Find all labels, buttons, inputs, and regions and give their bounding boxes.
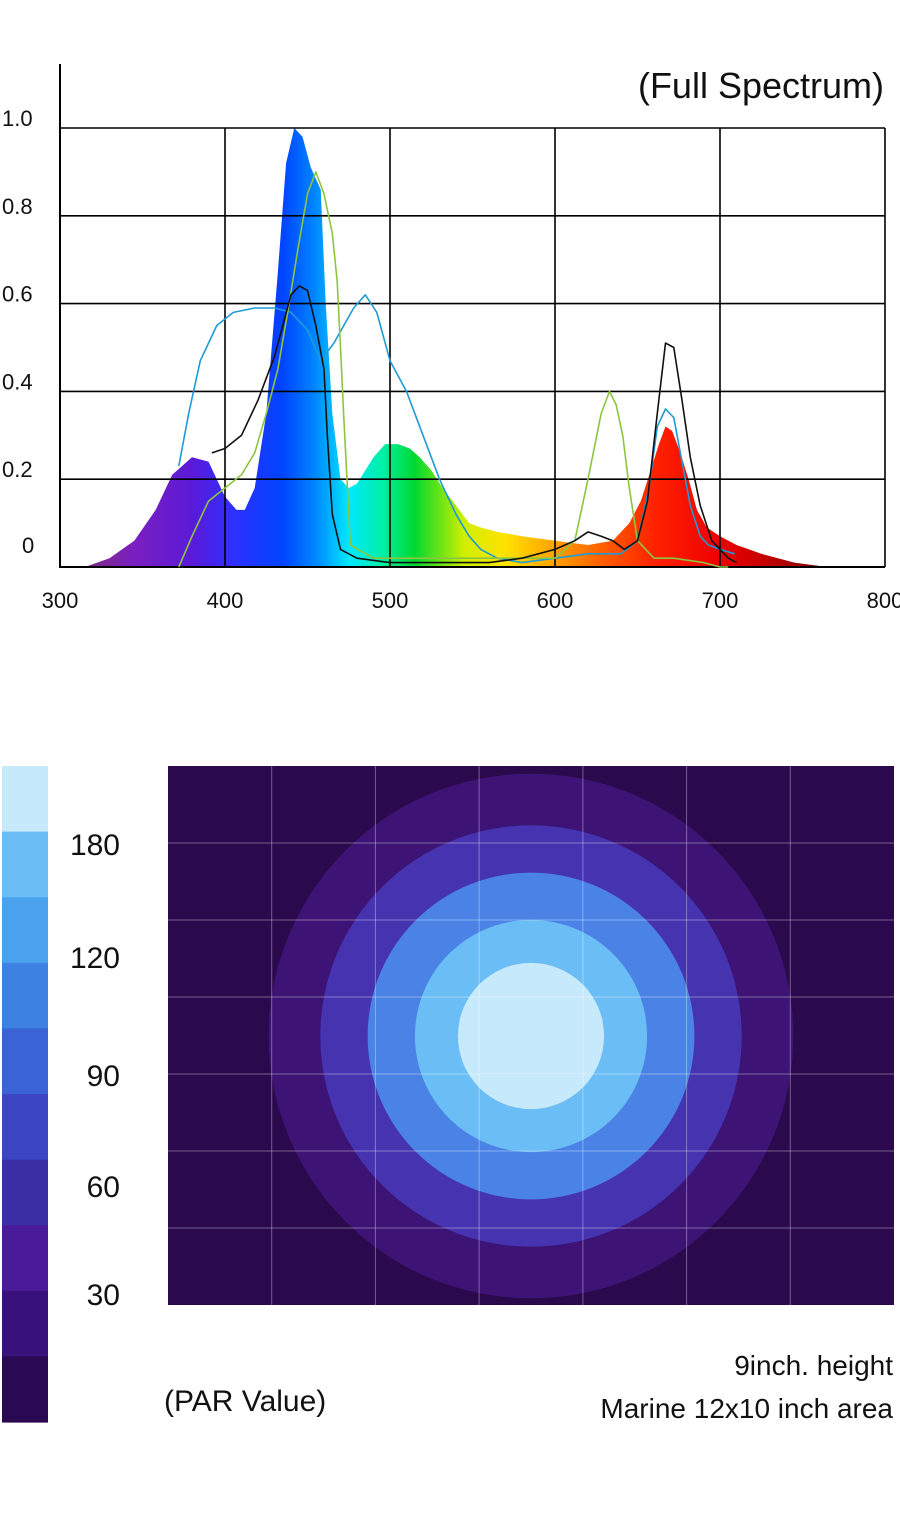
colorbar-label: 120 [70,942,120,975]
x-tick-label: 300 [42,588,79,613]
series-line-2 [178,171,729,568]
contour-ring [268,773,794,1299]
spectrum-fill-area [84,128,844,567]
par-title: (PAR Value) [164,1385,326,1418]
colorbar-swatch [2,1290,48,1357]
y-tick-label: 0.8 [2,194,33,219]
colorbar-labels: 180 120 90 60 30 [70,829,120,1312]
spectrum-chart: 300 400 500 600 700 800 0 0.2 0.4 0.6 0.8 1.0 (Ful… [2,64,900,613]
colorbar-swatch [2,962,48,1029]
par-colorbar [2,766,48,1423]
x-axis-ticks: 300 400 500 600 700 800 [42,588,900,613]
colorbar-swatch [2,831,48,898]
y-tick-label: 1.0 [2,106,33,131]
x-tick-label: 800 [867,588,900,613]
colorbar-swatch [2,1225,48,1292]
chart-title: (Full Spectrum) [638,65,884,106]
series-line-3 [211,285,737,564]
colorbar-swatch [2,1356,48,1423]
par-contours [268,773,794,1299]
contour-ring [320,825,742,1247]
colorbar-label: 180 [70,829,120,862]
heatmap-background [168,766,894,1305]
height-note: 9inch. height [734,1350,893,1381]
y-tick-label: 0.2 [2,457,33,482]
area-note: Marine 12x10 inch area [600,1393,893,1424]
colorbar-label: 30 [87,1279,120,1312]
y-tick-label: 0 [22,533,34,558]
contour-ring [367,872,695,1200]
y-tick-label: 0.6 [2,282,33,307]
contour-ring [457,962,605,1110]
colorbar-swatch [2,1094,48,1161]
series-line-1 [178,293,736,564]
y-tick-label: 0.4 [2,369,33,394]
spectrum-series-lines [178,171,737,568]
colorbar-label: 90 [87,1060,120,1093]
x-tick-label: 500 [372,588,409,613]
x-tick-label: 400 [207,588,244,613]
x-tick-label: 600 [537,588,574,613]
colorbar-swatch [2,1028,48,1095]
heatmap-grid [168,766,894,1305]
colorbar-swatch [2,766,48,833]
contour-ring [414,919,648,1153]
colorbar-swatch [2,1159,48,1226]
colorbar-swatch [2,897,48,964]
x-tick-label: 700 [702,588,739,613]
colorbar-label: 60 [87,1171,120,1204]
y-axis-ticks: 0 0.2 0.4 0.6 0.8 1.0 [2,106,34,558]
chart-grid [59,64,886,568]
